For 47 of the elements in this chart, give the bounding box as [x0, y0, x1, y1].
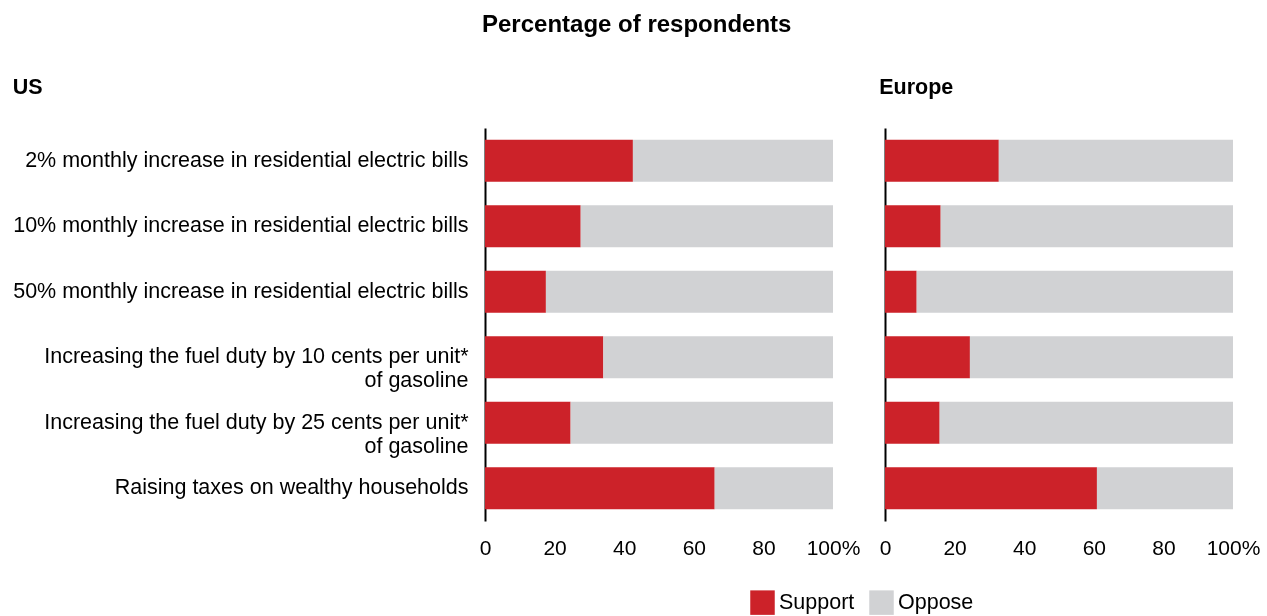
y-tick-label: 10% monthly increase in residential electric bills — [13, 213, 469, 238]
x-tick-label: 60 — [1082, 535, 1106, 559]
bar — [969, 336, 1233, 379]
y-tick-label: Increasing the fuel duty by 25 cents per unit* of gasoline — [44, 409, 470, 458]
bar — [603, 336, 833, 379]
x-tick-label: 40 — [1013, 535, 1037, 559]
bar — [885, 336, 970, 379]
y-tick-label: 50% monthly increase in residential electric bills — [13, 278, 469, 303]
bar — [485, 336, 604, 379]
legend-label: Support — [779, 589, 855, 614]
bar — [485, 467, 715, 510]
x-tick-label: 100% — [806, 535, 861, 559]
x-tick-label: 20 — [543, 535, 567, 559]
bar — [885, 270, 917, 313]
bar — [485, 270, 546, 313]
chart-subtitle: Europe — [879, 74, 954, 99]
bar — [885, 205, 941, 248]
y-tick-label: Raising taxes on wealthy households — [114, 475, 469, 500]
x-tick-label: 0 — [879, 535, 892, 559]
bar — [714, 467, 833, 510]
bar — [916, 270, 1233, 313]
bar — [939, 401, 1233, 444]
y-tick-label: 2% monthly increase in residential electric bills — [25, 147, 469, 172]
text: US — [12, 74, 43, 99]
x-tick-label: 40 — [613, 535, 637, 559]
bar — [885, 139, 999, 182]
bar — [632, 139, 833, 182]
x-tick-label: 100% — [1206, 535, 1261, 559]
x-tick-label: 0 — [479, 535, 492, 559]
bar — [545, 270, 833, 313]
bar — [885, 401, 940, 444]
bar — [580, 205, 833, 248]
bar — [1096, 467, 1233, 510]
x-tick-label: 80 — [752, 535, 776, 559]
bar — [998, 139, 1233, 182]
legend-label: Oppose — [898, 589, 974, 614]
x-tick-label: 80 — [1152, 535, 1176, 559]
bar — [570, 401, 833, 444]
bar — [485, 401, 571, 444]
bar — [485, 205, 581, 248]
chart-title: Percentage of respondents — [482, 9, 792, 37]
bar — [485, 139, 633, 182]
bar — [940, 205, 1233, 248]
x-tick-label: 20 — [943, 535, 967, 559]
bar — [885, 467, 1097, 510]
y-tick-label: Increasing the fuel duty by 10 cents per unit* of gasoline — [44, 344, 470, 393]
x-tick-label: 60 — [682, 535, 706, 559]
